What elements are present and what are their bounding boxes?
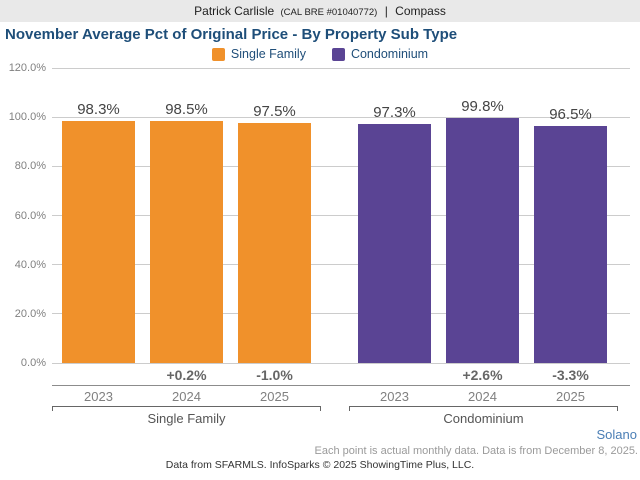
x-axis-year-label: 2025 [556, 389, 585, 404]
bar-value-label: 98.5% [165, 100, 208, 118]
x-axis-year-label: 2023 [380, 389, 409, 404]
y-axis-tick-label: 60.0% [14, 209, 46, 222]
data-footnote: Each point is actual monthly data. Data … [314, 445, 638, 457]
grid-line [52, 116, 630, 118]
x-axis-year-label: 2023 [84, 389, 113, 404]
grid-line [52, 264, 630, 266]
group-bracket-condominium [349, 406, 618, 411]
bar-change-label: -1.0% [256, 367, 293, 383]
grid-line [52, 313, 630, 315]
x-axis-year-label: 2025 [260, 389, 289, 404]
x-axis-year-label: 2024 [172, 389, 201, 404]
agent-header-bar: Patrick Carlisle (CAL BRE #01040772) | C… [0, 0, 640, 22]
bar-change-label: +2.6% [462, 367, 503, 383]
grid-line [52, 165, 630, 167]
agent-license: (CAL BRE #01040772) [280, 7, 378, 18]
y-axis-tick-label: 20.0% [14, 307, 46, 320]
x-axis-year-label: 2024 [468, 389, 497, 404]
y-axis-tick-label: 0.0% [20, 357, 46, 369]
y-axis-tick-label: 80.0% [14, 160, 46, 173]
bar-value-label: 97.5% [253, 103, 296, 121]
bar-change-label: -3.3% [552, 367, 589, 383]
bar-single-family-2023[interactable] [62, 121, 135, 363]
legend-item-condominium[interactable]: Condominium [331, 47, 429, 61]
bar-condominium-2025[interactable] [534, 125, 607, 363]
group-bracket-single-family [52, 406, 321, 411]
brokerage-name: Compass [395, 4, 446, 18]
bar-change-label: +0.2% [166, 367, 207, 383]
grid-line [52, 362, 630, 364]
grid-line [52, 215, 630, 216]
y-axis-tick-label: 40.0% [14, 258, 46, 271]
bar-single-family-2024[interactable] [150, 120, 223, 363]
x-axis-line [52, 385, 630, 386]
bar-value-label: 97.3% [373, 103, 416, 121]
bar-single-family-2025[interactable] [238, 123, 311, 363]
group-label-condominium: Condominium [443, 411, 524, 426]
legend-label-single-family: Single Family [230, 47, 306, 61]
legend-swatch-single-family [211, 47, 225, 61]
y-axis-tick-label: 120.0% [8, 62, 46, 74]
chart-legend: Single Family Condominium [0, 46, 640, 62]
legend-swatch-condominium [331, 47, 345, 61]
y-axis-tick-label: 100.0% [8, 111, 46, 124]
group-label-single-family: Single Family [147, 411, 226, 426]
grid-line [52, 67, 630, 69]
bar-condominium-2023[interactable] [358, 123, 431, 363]
chart-title: November Average Pct of Original Price -… [5, 26, 458, 43]
bar-value-label: 96.5% [549, 105, 592, 123]
region-label: Solano [596, 427, 637, 442]
bar-condominium-2024[interactable] [446, 117, 519, 363]
copyright-footer: Data from SFARMLS. InfoSparks © 2025 Sho… [165, 459, 475, 471]
legend-item-single-family[interactable]: Single Family [211, 47, 306, 61]
bar-value-label: 99.8% [461, 97, 504, 115]
header-separator: | [384, 4, 388, 18]
agent-name: Patrick Carlisle [194, 4, 275, 18]
bar-value-label: 98.3% [77, 101, 120, 119]
legend-label-condominium: Condominium [350, 47, 429, 61]
